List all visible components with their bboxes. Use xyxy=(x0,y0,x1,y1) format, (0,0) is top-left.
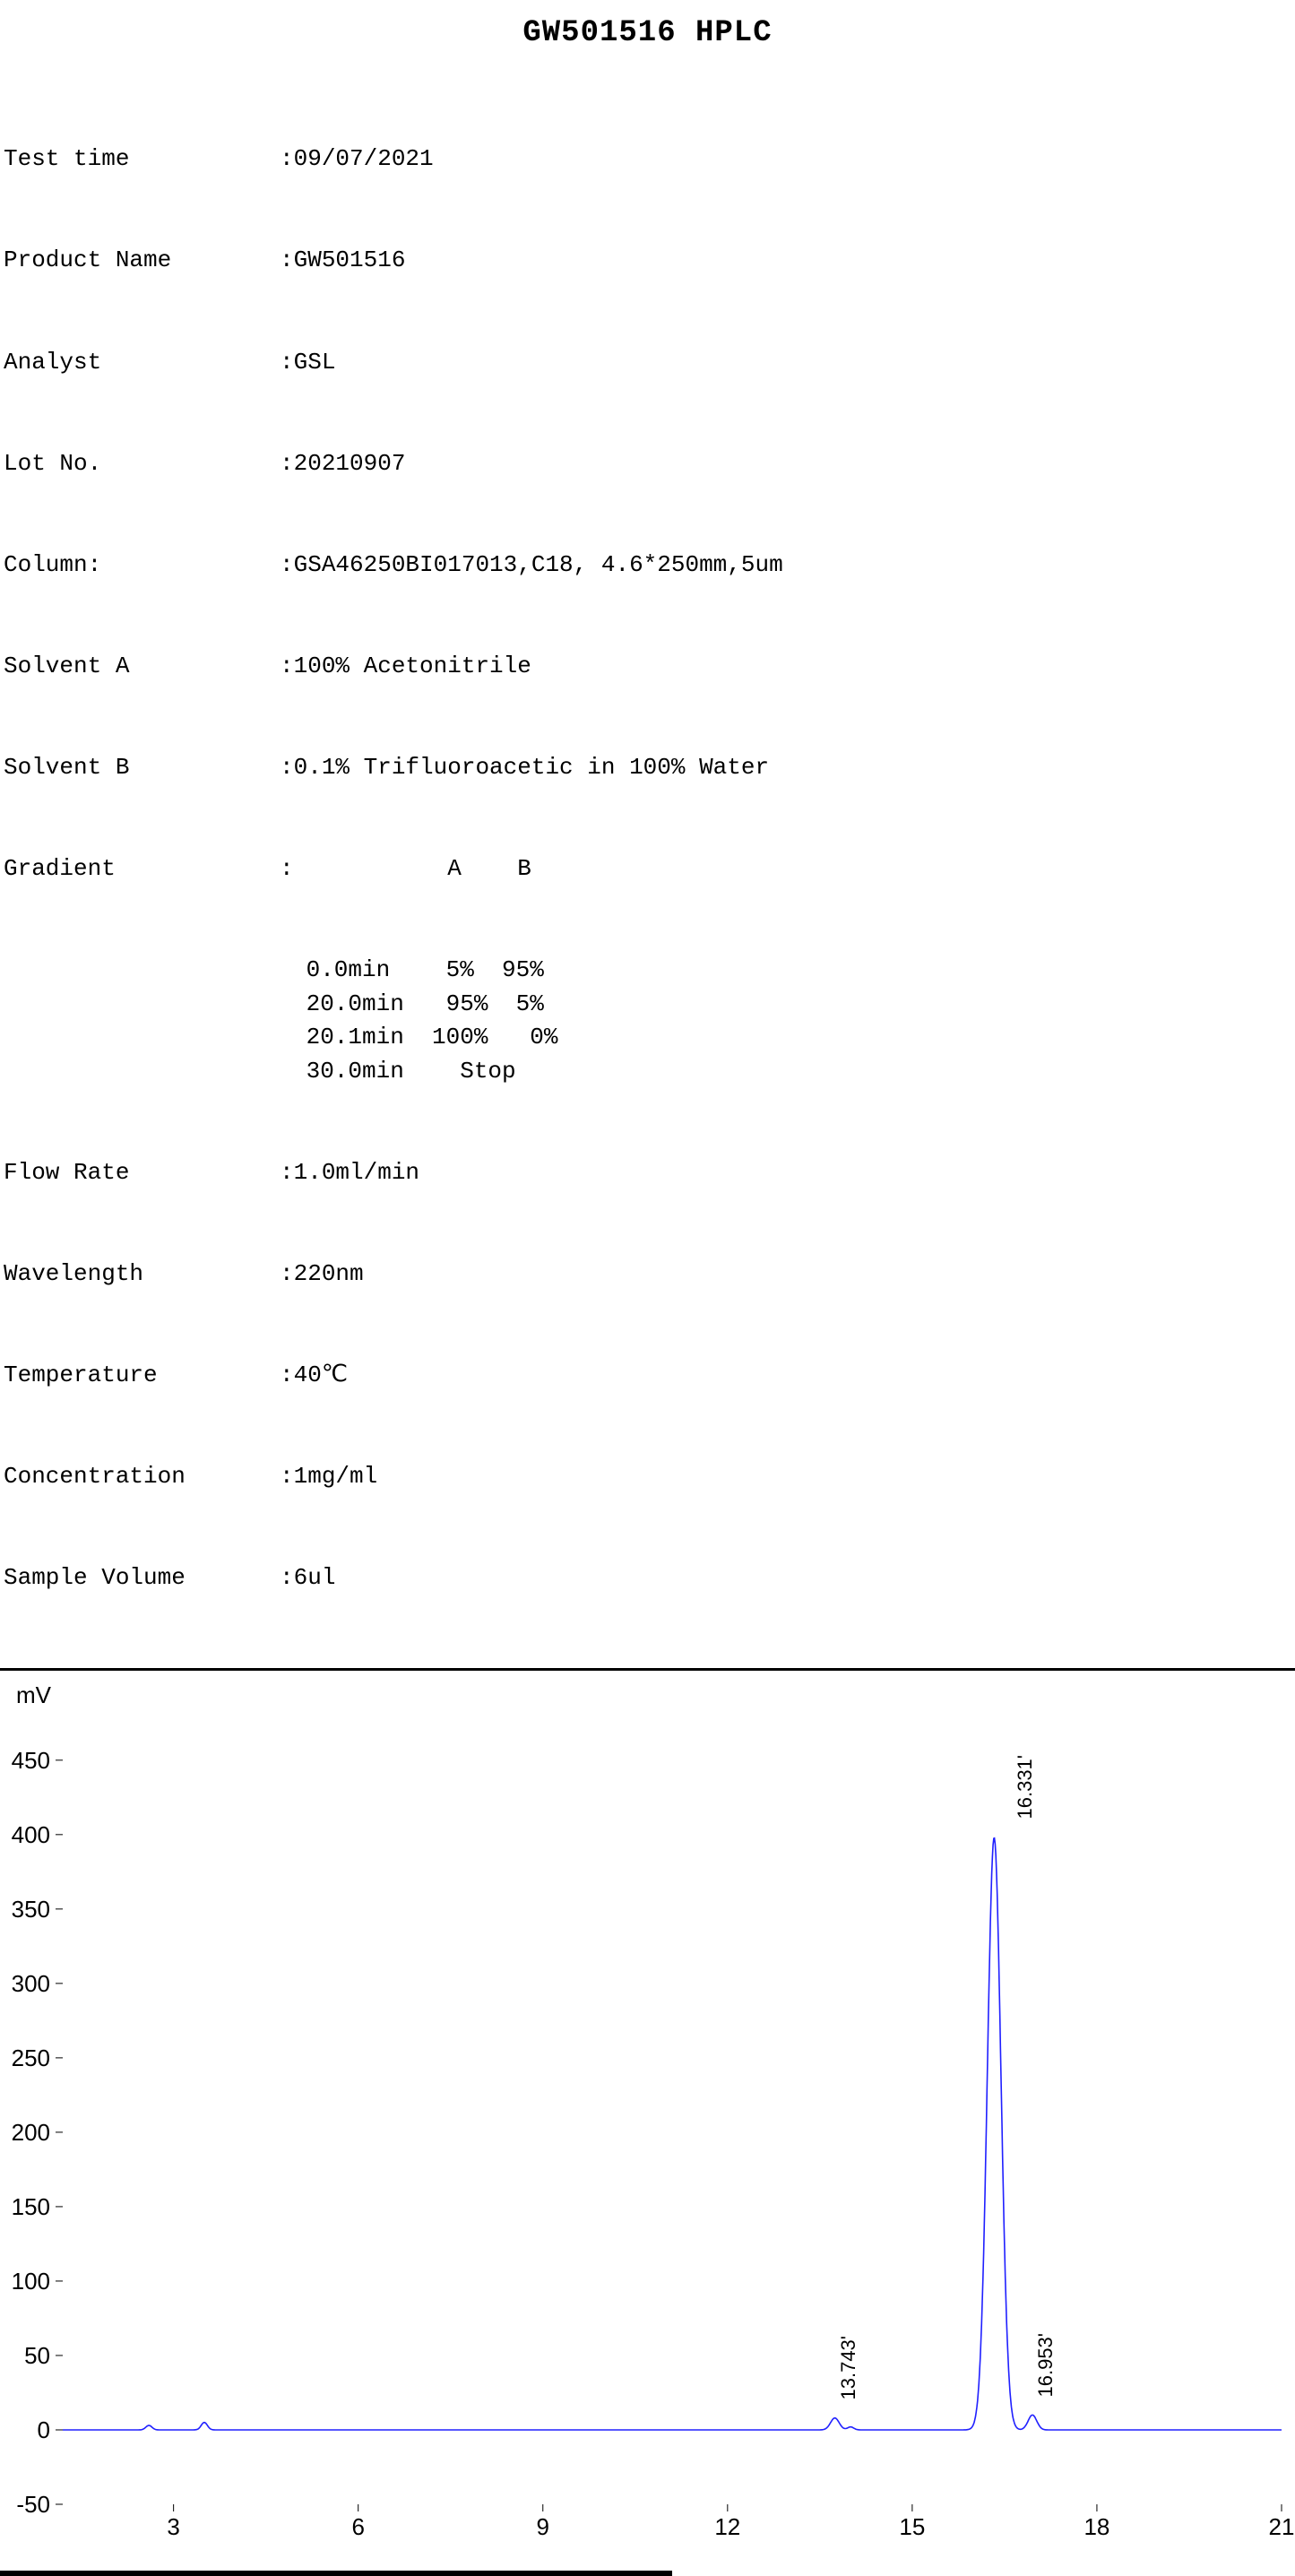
meta-label: Test time xyxy=(4,143,280,177)
svg-text:6: 6 xyxy=(351,2513,364,2540)
meta-value: :40℃ xyxy=(280,1359,348,1393)
meta-value: :GSL xyxy=(280,346,335,380)
metadata-block: Test time:09/07/2021 Product Name:GW5015… xyxy=(0,75,1295,954)
svg-text:300: 300 xyxy=(12,1970,50,1997)
gradient-rows: 0.0min 5% 95% 20.0min 95% 5% 20.1min 100… xyxy=(0,954,1295,1089)
meta-value: :100% Acetonitrile xyxy=(280,650,531,684)
meta-value: :6ul xyxy=(280,1561,335,1595)
svg-text:0: 0 xyxy=(38,2416,50,2443)
meta-value: :09/07/2021 xyxy=(280,143,434,177)
meta-label: Temperature xyxy=(4,1359,280,1393)
meta-value: :1.0ml/min xyxy=(280,1156,419,1190)
meta-label: Product Name xyxy=(4,244,280,278)
meta-label: Gradient xyxy=(4,852,280,886)
svg-text:400: 400 xyxy=(12,1821,50,1848)
svg-text:200: 200 xyxy=(12,2119,50,2146)
svg-text:350: 350 xyxy=(12,1896,50,1923)
svg-text:18: 18 xyxy=(1083,2513,1109,2540)
y-axis-unit: mV xyxy=(16,1681,51,1709)
chromatogram-svg: -50 0 50 100 150 200 250 300 350 400 450 3 6 9 12 15 18 2… xyxy=(0,1671,1295,2540)
svg-text:250: 250 xyxy=(12,2044,50,2071)
svg-text:100: 100 xyxy=(12,2268,50,2295)
meta-value: :1mg/ml xyxy=(280,1460,377,1494)
bottom-divider xyxy=(0,2571,672,2576)
meta-value: :0.1% Trifluoroacetic in 100% Water xyxy=(280,751,769,785)
meta-label: Wavelength xyxy=(4,1258,280,1292)
peak-label: 16.953' xyxy=(1034,2333,1058,2398)
meta-label: Solvent A xyxy=(4,650,280,684)
svg-text:9: 9 xyxy=(537,2513,549,2540)
gradient-row: 0.0min 5% 95% xyxy=(292,954,1295,988)
meta-value: :GSA46250BI017013,C18, 4.6*250mm,5um xyxy=(280,549,783,583)
meta-label: Sample Volume xyxy=(4,1561,280,1595)
meta-value: :220nm xyxy=(280,1258,364,1292)
meta-value: :20210907 xyxy=(280,447,405,481)
meta-label: Flow Rate xyxy=(4,1156,280,1190)
svg-text:12: 12 xyxy=(714,2513,740,2540)
svg-text:150: 150 xyxy=(12,2193,50,2220)
peak-label: 13.743' xyxy=(837,2336,860,2400)
meta-value: :GW501516 xyxy=(280,244,405,278)
svg-text:450: 450 xyxy=(12,1747,50,1774)
gradient-row: 20.1min 100% 0% xyxy=(292,1021,1295,1055)
svg-text:15: 15 xyxy=(899,2513,925,2540)
meta-label: Solvent B xyxy=(4,751,280,785)
peak-label: 16.331' xyxy=(1014,1755,1037,1820)
gradient-row: 20.0min 95% 5% xyxy=(292,988,1295,1022)
svg-text:3: 3 xyxy=(167,2513,179,2540)
metadata-block-2: Flow Rate:1.0ml/min Wavelength:220nm Tem… xyxy=(0,1089,1295,1664)
meta-value: : A B xyxy=(280,852,531,886)
meta-label: Column: xyxy=(4,549,280,583)
chromatogram-chart: mV -50 0 50 100 150 200 250 300 350 400 450 3 6 9 12 15… xyxy=(0,1668,1295,2567)
meta-label: Analyst xyxy=(4,346,280,380)
svg-text:-50: -50 xyxy=(16,2491,50,2518)
gradient-row: 30.0min Stop xyxy=(292,1055,1295,1089)
meta-label: Concentration xyxy=(4,1460,280,1494)
page-title: GW501516 HPLC xyxy=(0,0,1295,75)
meta-label: Lot No. xyxy=(4,447,280,481)
svg-text:50: 50 xyxy=(24,2342,50,2369)
svg-text:21: 21 xyxy=(1269,2513,1295,2540)
